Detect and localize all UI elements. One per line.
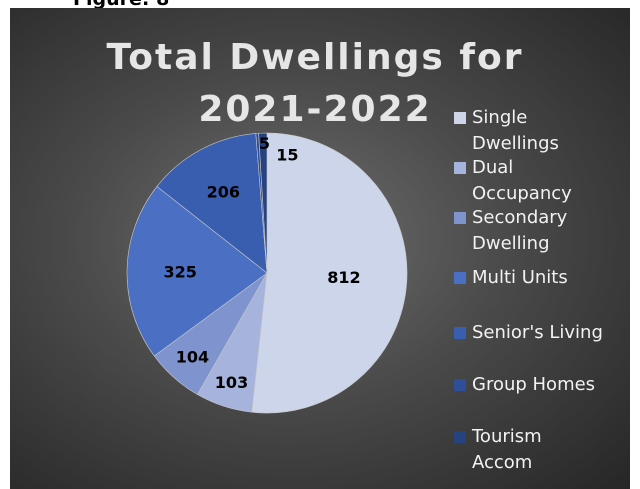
- legend-item-secondary-dwelling: Secondary Dwelling: [454, 207, 568, 254]
- pie-slice-senior-s-living: [156, 133, 268, 274]
- pie-slice-tourism-accom: [258, 132, 268, 274]
- data-label-single-dwellings: 812: [327, 268, 360, 287]
- legend-item-multi-units: Multi Units: [454, 267, 568, 288]
- data-label-secondary-dwelling: 104: [176, 348, 209, 367]
- legend-item-group-homes: Group Homes: [454, 374, 595, 395]
- legend-label-dual-occupancy: Dual Occupancy: [472, 157, 572, 204]
- legend-swatch-secondary-dwelling: [454, 212, 466, 224]
- legend-item-single-dwellings: Single Dwellings: [454, 107, 559, 154]
- legend-swatch-tourism-accom: [454, 431, 466, 443]
- legend-label-secondary-dwelling: Secondary Dwelling: [472, 207, 568, 254]
- legend-swatch-dual-occupancy: [454, 162, 466, 174]
- legend-swatch-group-homes: [454, 379, 466, 391]
- legend-swatch-single-dwellings: [454, 112, 466, 124]
- legend-label-tourism-accom: Tourism Accom: [471, 426, 542, 473]
- chart-title: Total Dwellings for 2021-2022: [106, 37, 524, 130]
- legend-label-senior-s-living: Senior's Living: [472, 322, 603, 343]
- legend-swatch-senior-s-living: [454, 327, 466, 339]
- legend-label-group-homes: Group Homes: [472, 374, 595, 395]
- pie-slices: [126, 132, 408, 414]
- data-label-dual-occupancy: 103: [215, 373, 248, 392]
- data-label-senior-s-living: 206: [207, 183, 240, 202]
- legend-item-senior-s-living: Senior's Living: [454, 322, 603, 343]
- data-label-tourism-accom: 15: [276, 145, 298, 164]
- data-labels: 812 103 104 325 206 5 15: [163, 134, 360, 392]
- data-label-multi-units: 325: [163, 263, 196, 282]
- pie-slice-single-dwellings: [251, 132, 408, 414]
- data-label-group-homes: 5: [259, 134, 270, 153]
- figure-caption: Figure: 8: [73, 0, 169, 10]
- chart-area: Total Dwellings for 2021-2022 812 103 104 3…: [10, 8, 630, 489]
- legend-label-single-dwellings: Single Dwellings: [472, 107, 559, 154]
- legend-swatch-multi-units: [454, 272, 466, 284]
- pie-slice-multi-units: [126, 186, 268, 357]
- legend-item-dual-occupancy: Dual Occupancy: [454, 157, 572, 204]
- legend-item-tourism-accom: Tourism Accom: [454, 426, 542, 473]
- legend-label-multi-units: Multi Units: [472, 267, 568, 288]
